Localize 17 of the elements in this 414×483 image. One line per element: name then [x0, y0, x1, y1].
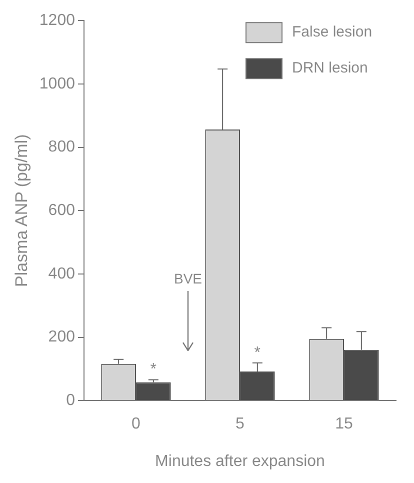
x-tick-label: 5 — [236, 416, 245, 433]
annotation: * — [150, 361, 157, 378]
x-tick-label: 0 — [132, 416, 141, 433]
y-axis-title: Plasma ANP (pg/ml) — [12, 134, 31, 287]
y-tick-label: 800 — [48, 138, 76, 156]
y-tick-label: 0 — [66, 392, 76, 410]
y-tick-label: 200 — [48, 328, 76, 346]
x-tick-label: 15 — [335, 416, 353, 433]
y-tick-label: 1200 — [39, 12, 76, 30]
y-tick-label: 400 — [48, 265, 76, 282]
annotation: BVE — [174, 270, 202, 286]
x-axis-title: Minutes after expansion — [155, 452, 325, 470]
annotation: * — [254, 344, 261, 362]
legend-label: DRN lesion — [292, 60, 368, 77]
y-tick-label: 600 — [48, 202, 76, 220]
y-tick-label: 1000 — [39, 75, 76, 92]
legend-label: False lesion — [292, 24, 372, 41]
